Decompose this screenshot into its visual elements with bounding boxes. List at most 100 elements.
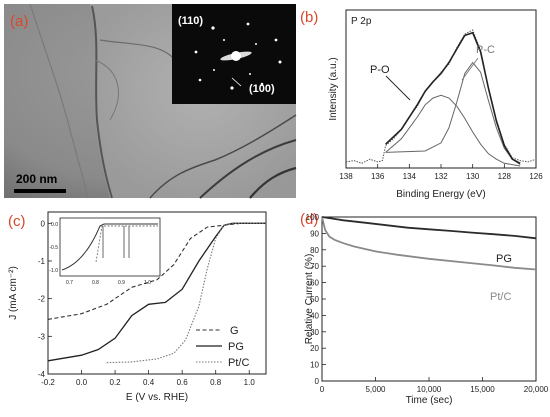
- diffraction-spots: [194, 22, 282, 90]
- xps-xtick-label: 126: [529, 172, 543, 181]
- panel-b: (b) P 2p 138 136 134 132 130 128 126 Binding E…: [300, 9, 543, 200]
- scale-bar: [14, 189, 66, 193]
- legend-label-pg: PG: [228, 341, 244, 353]
- stability-ytick-label: 70: [310, 262, 319, 271]
- xps-y-axis-label: Intensity (a.u.): [328, 57, 339, 120]
- xps-x-axis-label: Binding Energy (eV): [396, 189, 486, 200]
- panel-d: (d) 0 5,000 10,000 15,000 20,000 0 10 20 30 40 50 6…: [300, 211, 549, 406]
- inset-frame: [59, 217, 161, 277]
- stability-ytick-label: 30: [310, 328, 319, 337]
- lsv-curve-pg: [47, 222, 266, 362]
- lsv-y-axis-label: J (mA cm⁻²): [8, 266, 19, 320]
- xps-component-po: [385, 94, 521, 167]
- stability-ytick-label: 50: [310, 295, 319, 304]
- xps-series: [345, 29, 537, 167]
- panel-c: (c) -0.2 0.0 0.2 0.4 0.6 0.8 1.0 0 -1 -2 -3 -4 E (V…: [8, 211, 267, 403]
- sheet-wrinkle-5: [94, 59, 119, 121]
- xps-x-ticks: 138 136 134 132 130 128 126: [339, 164, 543, 181]
- peak-label-po: P-O: [370, 64, 390, 76]
- lsv-ytick-label: -1: [38, 257, 46, 266]
- lsv-curve-ptc: [106, 222, 266, 364]
- lsv-x-axis-label: E (V vs. RHE): [126, 392, 188, 403]
- inset-curve-pg: [61, 223, 158, 271]
- lsv-ytick-label: 0: [41, 219, 46, 228]
- xps-envelope: [385, 31, 521, 165]
- stability-ytick-label: 40: [310, 311, 319, 320]
- stability-xtick-label: 0: [320, 385, 325, 394]
- xps-xtick-label: 138: [339, 172, 353, 181]
- saed-label-100: (100): [249, 83, 275, 95]
- stability-ytick-label: 100: [306, 213, 320, 222]
- lsv-xtick-label: 0.0: [76, 378, 88, 387]
- inset-ytick-1: -0.5: [49, 245, 58, 251]
- lsv-series: [47, 222, 266, 364]
- series-label-pg: PG: [496, 253, 512, 265]
- legend-label-ptc: Pt/C: [228, 357, 249, 369]
- panel-a: (110) (100) (a) 200 nm: [4, 3, 297, 199]
- lsv-ytick-label: -2: [38, 295, 46, 304]
- saed-inset: (110) (100): [172, 4, 296, 104]
- stability-ytick-label: 90: [310, 229, 319, 238]
- stability-y-axis-label: Relative Current (%): [304, 254, 315, 345]
- stability-xtick-label: 5,000: [365, 385, 386, 394]
- stability-series: [321, 216, 537, 271]
- lsv-ytick-label: -3: [38, 332, 46, 341]
- saed-pointer: [231, 77, 242, 87]
- lsv-ticks: -0.2 0.0 0.2 0.4 0.6 0.8 1.0 0 -1 -2 -3 -4: [38, 219, 255, 387]
- inset-xtick-3: 1.0: [144, 280, 151, 286]
- central-spot: [231, 51, 241, 61]
- sheet-wrinkle-2: [149, 114, 297, 199]
- stability-ytick-label: 80: [310, 246, 319, 255]
- xps-title: P 2p: [351, 16, 372, 27]
- stability-ytick-label: 60: [310, 279, 319, 288]
- xps-component-pc: [385, 61, 521, 166]
- lsv-plot-frame: [47, 211, 267, 375]
- stability-curve-ptc: [321, 216, 537, 271]
- xps-xtick-label: 132: [434, 172, 448, 181]
- stability-x-axis-label: Time (sec): [406, 395, 453, 406]
- legend-label-g: G: [230, 325, 239, 337]
- sheet-wrinkle: [199, 139, 297, 199]
- lsv-inset: 0.7 0.8 0.9 1.0 0.0 -0.5 -1.0: [49, 217, 161, 286]
- lsv-xtick-label: 1.0: [244, 378, 256, 387]
- panel-b-label: (b): [300, 9, 318, 26]
- panel-a-label: (a): [10, 13, 28, 30]
- lsv-curve-g: [47, 222, 266, 320]
- scale-bar-label: 200 nm: [16, 172, 57, 186]
- lsv-xtick-label: 0.2: [110, 378, 122, 387]
- stability-xtick-label: 15,000: [470, 385, 495, 394]
- panel-c-label: (c): [8, 213, 26, 230]
- inset-xtick-1: 0.8: [92, 280, 99, 286]
- xps-xtick-label: 134: [403, 172, 417, 181]
- series-label-ptc: Pt/C: [490, 291, 511, 303]
- stability-ytick-label: 10: [310, 361, 319, 370]
- sheet-wrinkle-3: [249, 166, 297, 199]
- xps-plot-frame: [345, 9, 537, 169]
- lsv-ytick-label: -4: [38, 370, 46, 379]
- stability-ticks: 0 5,000 10,000 15,000 20,000 0 10 20 30 40 50 60 70 8…: [306, 213, 549, 394]
- stability-xtick-label: 10,000: [417, 385, 442, 394]
- lsv-xtick-label: 0.4: [143, 378, 155, 387]
- inset-ytick-0: 0.0: [51, 222, 58, 228]
- xps-xtick-label: 128: [498, 172, 512, 181]
- inset-xtick-2: 0.9: [118, 280, 125, 286]
- sheet-wrinkle-4: [99, 39, 176, 61]
- sheet-edge: [91, 5, 113, 199]
- peak-arrow-pc: [461, 57, 479, 81]
- panel-d-label: (d): [300, 211, 318, 228]
- saed-label-110: (110): [178, 15, 203, 27]
- stability-ytick-label: 20: [310, 344, 319, 353]
- inset-ytick-2: -1.0: [49, 268, 58, 274]
- inset-curve-g: [95, 225, 158, 263]
- lsv-legend: G PG Pt/C: [196, 325, 249, 369]
- stability-curve-pg: [321, 216, 537, 240]
- xps-xtick-label: 130: [466, 172, 480, 181]
- peak-label-pc: P-C: [476, 44, 495, 56]
- xps-xtick-label: 136: [371, 172, 385, 181]
- lsv-xtick-label: -0.2: [41, 378, 55, 387]
- inset-xtick-0: 0.7: [66, 280, 73, 286]
- sheet-fold: [29, 3, 89, 199]
- stability-ytick-label: 0: [315, 377, 320, 386]
